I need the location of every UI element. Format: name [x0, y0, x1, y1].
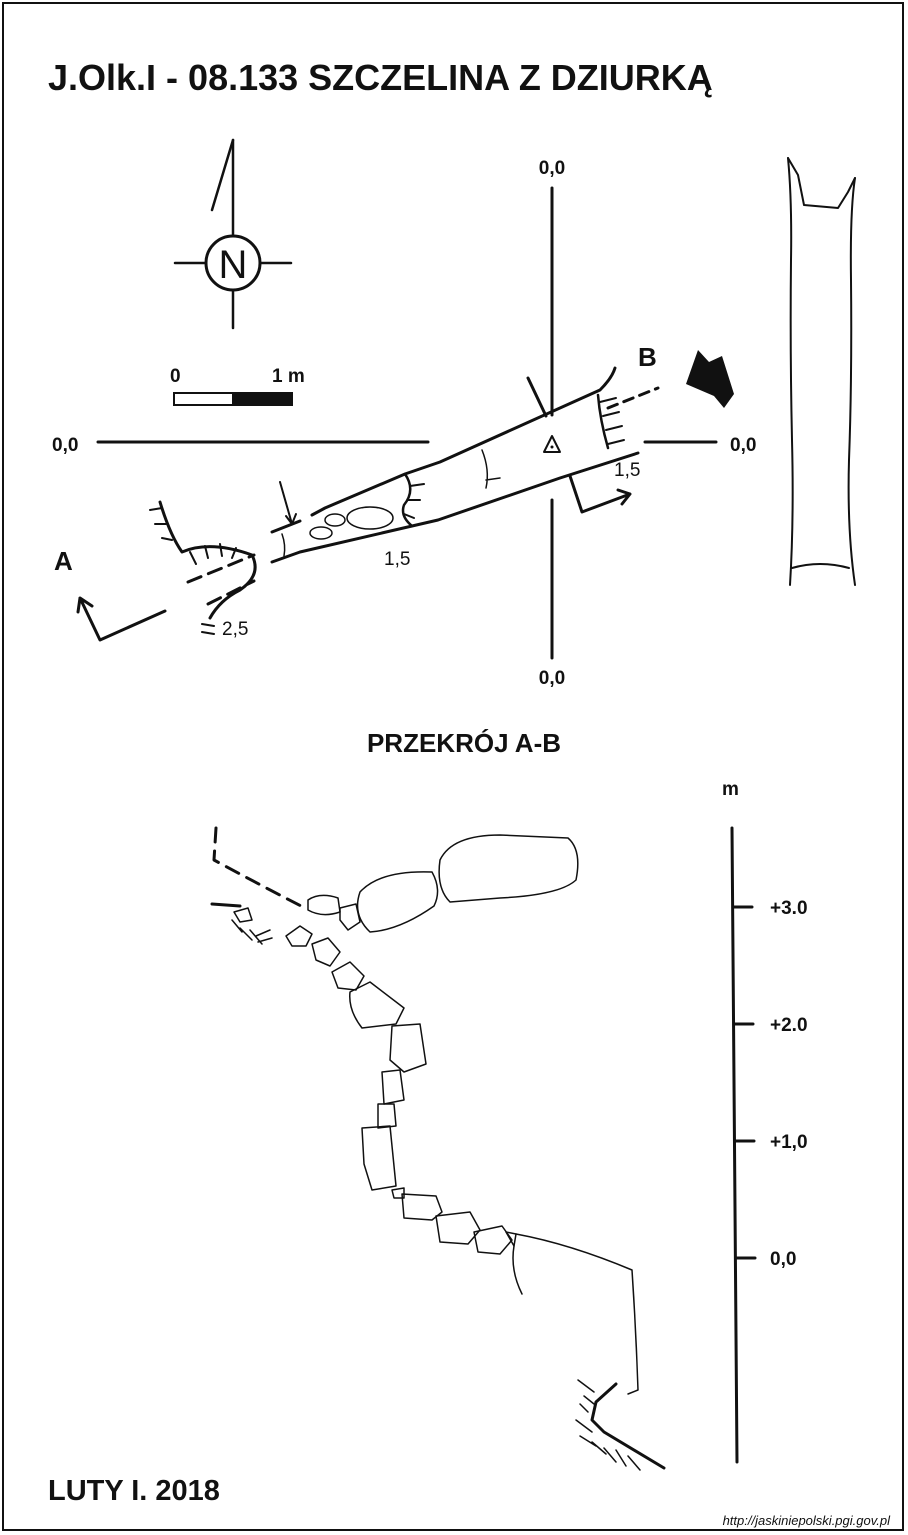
profile-tick-2: +2.0 [770, 1015, 808, 1036]
cross-section [787, 157, 856, 586]
cave-plan: B A 1,5 1,5 2,5 [54, 342, 734, 642]
entrance-arrow-icon [686, 350, 734, 408]
scale-end-label: 1 m [272, 366, 305, 387]
axis-label-right: 0,0 [730, 435, 756, 456]
profile-tick-3: +1,0 [770, 1132, 808, 1153]
profile-scale: m +3.0 +2.0 +1,0 0,0 [722, 779, 808, 1464]
map-title: J.Olk.I - 08.133 SZCZELINA Z DZIURKĄ [48, 57, 713, 98]
footer-date: LUTY I. 2018 [48, 1475, 220, 1507]
depth-label-middle: 1,5 [384, 549, 410, 570]
scale-start-label: 0 [170, 366, 181, 387]
section-title: PRZEKRÓJ A-B [367, 728, 561, 758]
axis-label-top: 0,0 [539, 158, 565, 179]
axis-label-bottom: 0,0 [539, 668, 565, 689]
compass-letter: N [219, 243, 248, 287]
north-arrow-icon: N [173, 138, 293, 330]
source-url: http://jaskiniepolski.pgi.gov.pl [723, 1513, 892, 1528]
plan-axes: 0,0 0,0 0,0 0,0 [52, 158, 756, 689]
scale-bar: 0 1 m [170, 366, 305, 406]
profile-unit: m [722, 779, 739, 800]
axis-label-left: 0,0 [52, 435, 78, 456]
depth-label-left: 2,5 [222, 619, 248, 640]
point-b-label: B [638, 342, 657, 372]
depth-label-right: 1,5 [614, 460, 640, 481]
point-a-label: A [54, 546, 73, 576]
profile-tick-4: 0,0 [770, 1249, 796, 1270]
cave-profile [210, 826, 666, 1471]
profile-tick-1: +3.0 [770, 898, 808, 919]
